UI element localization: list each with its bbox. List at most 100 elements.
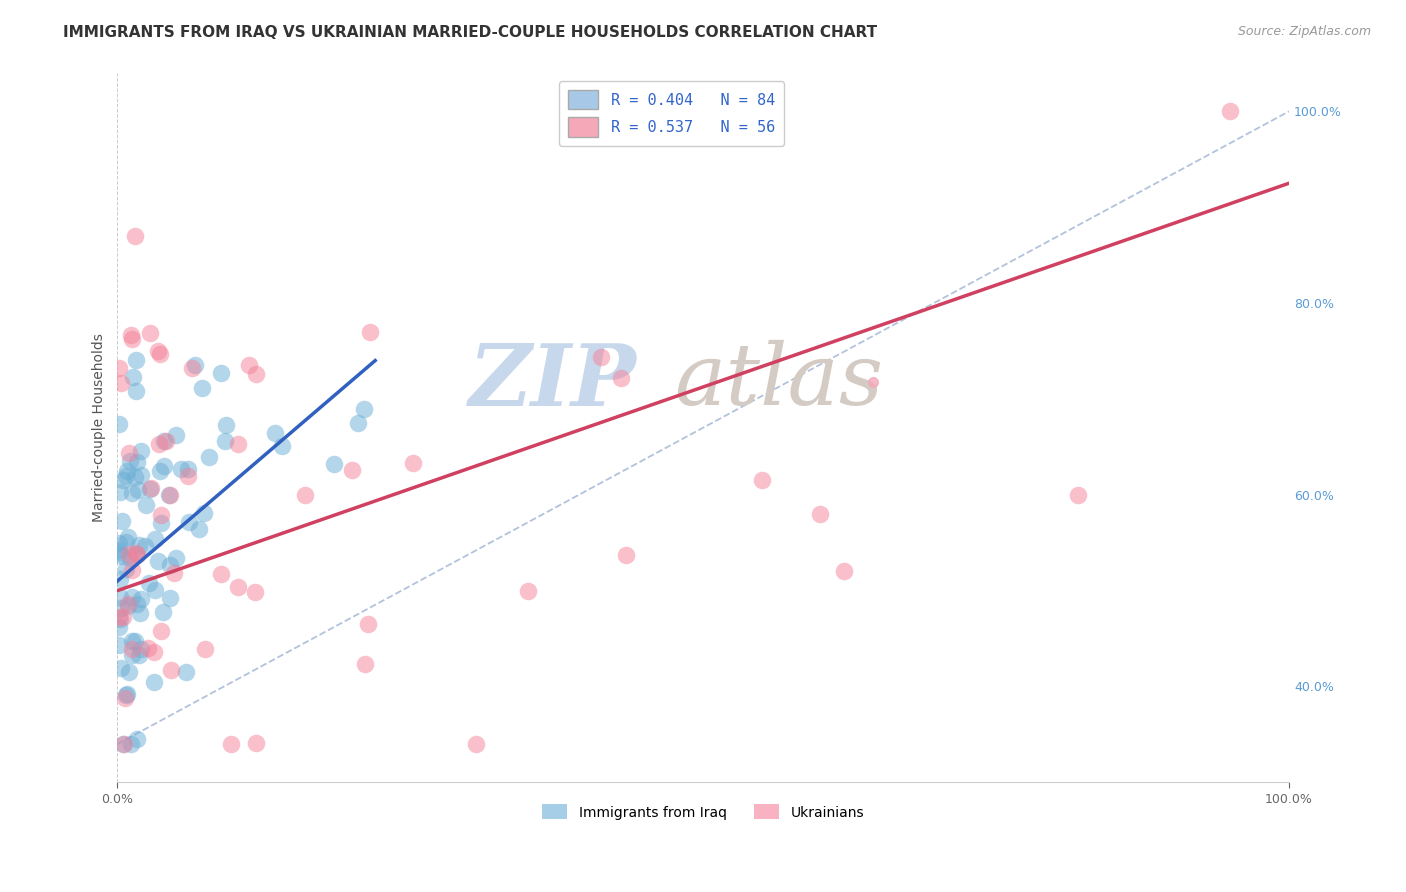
Point [120,550,142,565]
Point [1219,104,1241,119]
Point [114,690,136,705]
Point [143,582,166,597]
Point [110,661,132,675]
Text: Source: ZipAtlas.com: Source: ZipAtlas.com [1237,25,1371,38]
Point [1067,488,1090,502]
Point [128,538,150,552]
Point [115,464,138,478]
Point [129,606,152,620]
Point [159,558,181,572]
Point [111,549,134,563]
Point [193,507,215,521]
Point [194,641,217,656]
Point [129,468,152,483]
Point [150,624,173,638]
Point [160,663,183,677]
Point [127,483,149,498]
Point [121,485,143,500]
Point [357,616,380,631]
Point [125,353,148,368]
Point [115,687,138,701]
Point [117,446,139,460]
Point [107,638,129,652]
Point [150,508,173,523]
Point [127,548,149,562]
Point [238,358,260,372]
Point [108,536,131,550]
Point [832,565,855,579]
Point [139,481,162,495]
Point [187,522,209,536]
Point [107,620,129,634]
Point [112,609,135,624]
Point [402,456,425,470]
Point [115,689,138,703]
Point [139,482,162,496]
Point [157,488,180,502]
Point [516,583,538,598]
Point [148,437,170,451]
Point [215,418,238,433]
Point [146,554,169,568]
Point [139,326,162,340]
Point [465,737,488,751]
Point [184,358,207,372]
Point [294,488,316,502]
Point [121,563,143,577]
Point [209,366,232,380]
Point [159,488,181,502]
Point [110,600,132,615]
Point [153,459,176,474]
Point [111,473,134,487]
Point [148,343,170,358]
Point [110,376,132,390]
Point [125,547,148,561]
Point [135,498,157,512]
Point [121,641,143,656]
Point [115,562,138,576]
Point [128,648,150,663]
Y-axis label: Married-couple Households: Married-couple Households [93,334,107,522]
Point [120,453,142,467]
Point [110,612,132,626]
Point [115,469,138,483]
Point [143,532,166,546]
Point [107,542,129,557]
Point [108,572,131,586]
Point [245,736,267,750]
Point [117,530,139,544]
Point [117,599,139,613]
Point [127,732,149,747]
Point [221,737,243,751]
Point [120,737,142,751]
Point [177,462,200,476]
Point [121,591,143,605]
Legend: Immigrants from Iraq, Ukrainians: Immigrants from Iraq, Ukrainians [537,798,870,825]
Point [226,437,249,451]
Point [143,646,166,660]
Point [610,371,633,385]
Point [124,229,146,244]
Point [359,325,381,339]
Point [120,328,142,343]
Point [125,598,148,612]
Point [155,434,177,448]
Point [131,443,153,458]
Point [149,347,172,361]
Point [134,539,156,553]
Text: IMMIGRANTS FROM IRAQ VS UKRAINIAN MARRIED-COUPLE HOUSEHOLDS CORRELATION CHART: IMMIGRANTS FROM IRAQ VS UKRAINIAN MARRIE… [63,25,877,40]
Point [111,514,134,528]
Point [136,640,159,655]
Point [342,463,364,477]
Point [108,485,131,500]
Point [149,465,172,479]
Point [117,547,139,561]
Point [122,369,145,384]
Point [191,381,214,395]
Point [121,332,143,346]
Point [165,427,187,442]
Point [810,507,832,521]
Point [125,546,148,560]
Point [589,350,612,364]
Point [353,401,375,416]
